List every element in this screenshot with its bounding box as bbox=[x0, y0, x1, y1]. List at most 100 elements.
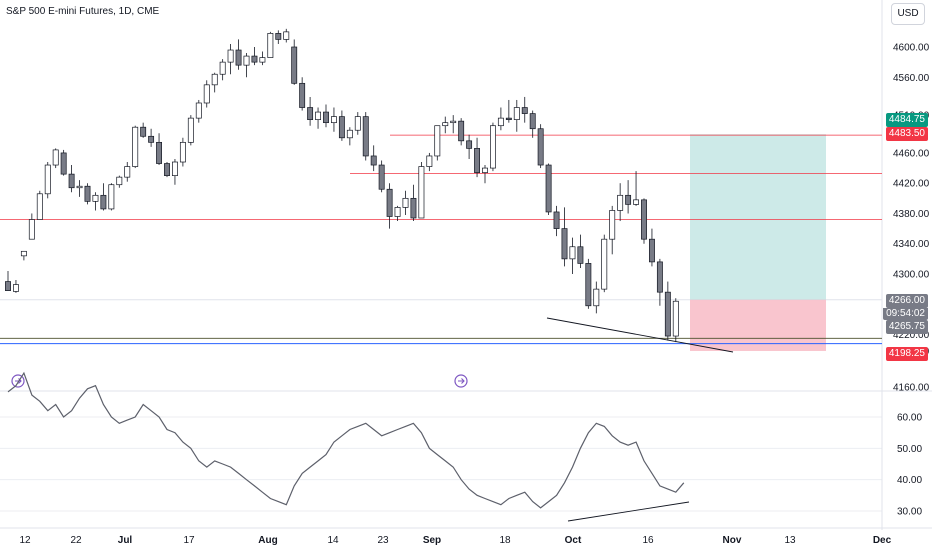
candle-body bbox=[418, 166, 425, 219]
candle-body bbox=[108, 184, 115, 210]
candle-body bbox=[354, 116, 361, 131]
time-tick-label: 13 bbox=[784, 535, 796, 546]
price-tick-label: 4380.00 bbox=[893, 209, 930, 220]
oscillator-tick-label: 30.00 bbox=[897, 507, 922, 518]
candlestick-series bbox=[5, 28, 679, 343]
oscillator-line bbox=[7, 371, 685, 509]
level-price-tag: 4483.50 bbox=[885, 127, 928, 141]
candle-body bbox=[664, 291, 671, 337]
candle-body bbox=[116, 176, 123, 186]
price-tick-label: 4160.00 bbox=[893, 383, 930, 394]
candle-body bbox=[235, 49, 242, 66]
candle-body bbox=[585, 263, 592, 307]
candle-body bbox=[656, 261, 663, 293]
time-tick-label: 12 bbox=[19, 535, 31, 546]
candle-body bbox=[76, 185, 83, 189]
candle-body bbox=[609, 210, 616, 240]
bid-price-tag: 4265.75 bbox=[885, 320, 928, 334]
candle-body bbox=[482, 167, 488, 173]
candle-body bbox=[315, 111, 322, 120]
currency-button[interactable]: USD bbox=[891, 3, 925, 25]
time-tick-label: Dec bbox=[873, 535, 892, 546]
candle-body bbox=[283, 31, 290, 40]
time-tick-label: 22 bbox=[70, 535, 82, 546]
candle-body bbox=[362, 116, 369, 157]
oscillator-tick-label: 60.00 bbox=[897, 413, 922, 424]
candle-body bbox=[219, 61, 226, 75]
time-axis[interactable]: 12 22 Jul 17 Aug 14 23 Sep 18 Oct 16 Nov 13 Dec bbox=[19, 535, 891, 546]
profit-zone bbox=[690, 134, 826, 300]
oscillator-tick-label: 50.00 bbox=[897, 444, 922, 455]
horizontal-lines[interactable] bbox=[0, 134, 882, 345]
candle-body bbox=[402, 197, 409, 208]
time-tick-label: 23 bbox=[377, 535, 389, 546]
candle-body bbox=[44, 164, 51, 195]
candle-body bbox=[521, 107, 528, 114]
time-tick-label: 17 bbox=[183, 535, 195, 546]
trendlines[interactable] bbox=[546, 317, 734, 522]
candle-body bbox=[172, 161, 178, 176]
time-tick-label: 14 bbox=[327, 535, 339, 546]
candle-body bbox=[370, 155, 377, 166]
candle-body bbox=[275, 33, 282, 40]
candle-body bbox=[458, 120, 465, 142]
candle-body bbox=[442, 122, 449, 127]
candle-body bbox=[648, 238, 655, 263]
candle-body bbox=[513, 107, 520, 120]
loss-zone bbox=[690, 299, 826, 351]
candle-body bbox=[179, 141, 186, 163]
candle-body bbox=[100, 194, 107, 210]
oscillator-trendline bbox=[567, 501, 690, 522]
candle-body bbox=[227, 49, 234, 63]
candle-body bbox=[505, 117, 512, 120]
long-position-tool[interactable] bbox=[690, 134, 826, 351]
arrow-icon bbox=[458, 378, 465, 384]
candle-body bbox=[490, 125, 496, 169]
candle-body bbox=[164, 163, 170, 176]
time-tick-label: Nov bbox=[723, 535, 742, 546]
candle-body bbox=[52, 149, 59, 166]
time-tick-label: Aug bbox=[258, 535, 277, 546]
candle-body bbox=[299, 82, 306, 108]
candle-body bbox=[537, 128, 544, 166]
candle-body bbox=[291, 46, 298, 84]
candle-body bbox=[92, 194, 99, 202]
candle-body bbox=[378, 164, 385, 190]
price-tick-label: 4420.00 bbox=[893, 179, 930, 190]
price-tick-label: 4460.00 bbox=[893, 148, 930, 159]
last-price-tag: 4266.00 bbox=[885, 294, 928, 308]
price-trendline bbox=[546, 317, 734, 353]
candle-body bbox=[338, 116, 345, 139]
event-markers[interactable] bbox=[11, 374, 468, 388]
time-tick-label: Sep bbox=[423, 535, 441, 546]
candle-body bbox=[60, 152, 67, 175]
candle-body bbox=[323, 111, 329, 124]
candle-body bbox=[474, 148, 481, 173]
time-tick-label: Jul bbox=[118, 535, 133, 546]
price-tick-label: 4340.00 bbox=[893, 239, 930, 250]
candle-body bbox=[36, 193, 43, 220]
candle-body bbox=[148, 135, 155, 143]
candle-body bbox=[267, 33, 274, 58]
candle-body bbox=[132, 126, 139, 167]
target-price-tag: 4484.75 bbox=[885, 113, 928, 127]
candle-body bbox=[13, 284, 19, 292]
candle-body bbox=[672, 300, 679, 337]
price-tick-label: 4300.00 bbox=[893, 270, 930, 281]
oscillator-tick-label: 40.00 bbox=[897, 475, 922, 486]
price-tick-label: 4560.00 bbox=[893, 73, 930, 84]
candle-body bbox=[140, 126, 147, 137]
stop-price-tag: 4198.25 bbox=[885, 347, 928, 361]
candle-body bbox=[641, 199, 647, 240]
candle-body bbox=[346, 129, 353, 139]
symbol-title: S&P 500 E-mini Futures, 1D, CME bbox=[6, 6, 160, 17]
candle-body bbox=[307, 107, 314, 120]
candle-body bbox=[450, 120, 457, 124]
candle-body bbox=[156, 141, 162, 164]
price-tick-label: 4220.00 bbox=[893, 330, 930, 341]
time-tick-label: 18 bbox=[499, 535, 511, 546]
candle-body bbox=[84, 185, 91, 202]
time-tick-label: 16 bbox=[642, 535, 654, 546]
candle-body bbox=[28, 219, 35, 240]
